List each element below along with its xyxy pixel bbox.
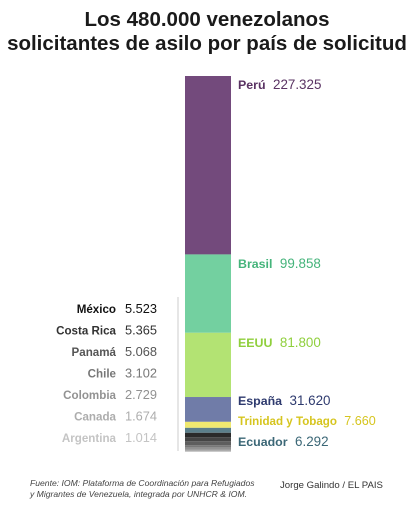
segment-label-4: Trinidad y Tobago 7.660 (238, 414, 376, 428)
segment-value-4: 7.660 (344, 414, 376, 428)
segment-name-0: Perú (238, 78, 269, 92)
segment-name-5: Ecuador (238, 435, 291, 449)
bar-segment-9 (185, 445, 231, 448)
bar-segment-6 (185, 432, 231, 438)
bar-segment-8 (185, 441, 231, 446)
chart-title: Los 480.000 venezolanos solicitantes de … (0, 8, 414, 56)
chart-title-line-2: solicitantes de asilo por país de solici… (7, 32, 407, 55)
segment-name-3: España (238, 394, 286, 408)
segment-label-2: EEUU 81.800 (238, 335, 321, 350)
segment-value-8: 5.068 (125, 344, 157, 359)
bar-segment-3 (185, 397, 231, 422)
segment-value-7: 5.365 (125, 323, 157, 338)
segment-name-11: Canada (74, 411, 116, 424)
segment-value-6: 5.523 (125, 301, 157, 316)
segment-value-10: 2.729 (125, 387, 157, 402)
segment-label-3: España 31.620 (238, 393, 331, 408)
segment-name-2: EEUU (238, 336, 276, 350)
segment-name-6: México (77, 303, 116, 316)
author-credit: Jorge Galindo / EL PAIS (280, 480, 383, 491)
bar-segment-2 (185, 332, 231, 398)
segment-value-0: 227.325 (273, 77, 321, 92)
bar-segment-12 (185, 451, 231, 452)
segment-name-7: Costa Rica (56, 325, 116, 338)
chart-title-line-1: Los 480.000 venezolanos (84, 8, 330, 31)
bar-segment-10 (185, 447, 231, 450)
segment-name-10: Colombia (63, 389, 116, 402)
segment-name-9: Chile (88, 368, 117, 381)
bar-segment-5 (185, 427, 231, 433)
segment-value-12: 1.014 (125, 430, 157, 445)
segment-value-5: 6.292 (295, 434, 329, 449)
segment-value-9: 3.102 (125, 366, 157, 381)
bar-segment-7 (185, 437, 231, 442)
segment-name-4: Trinidad y Tobago (238, 415, 340, 428)
segment-label-0: Perú 227.325 (238, 77, 321, 92)
segment-name-1: Brasil (238, 257, 276, 271)
bar-segment-0 (185, 76, 231, 255)
bar-segment-1 (185, 254, 231, 333)
source-note: Fuente: IOM: Plataforma de Coordinación … (30, 478, 255, 499)
segment-value-1: 99.858 (280, 256, 321, 271)
segment-name-8: Panamá (72, 346, 117, 359)
bar-segment-11 (185, 449, 231, 452)
segment-name-12: Argentina (62, 432, 117, 445)
segment-label-5: Ecuador 6.292 (238, 434, 329, 449)
segment-label-1: Brasil 99.858 (238, 256, 321, 271)
segment-value-11: 1.674 (125, 409, 157, 424)
bar-segment-4 (185, 421, 231, 428)
segment-value-3: 31.620 (290, 393, 331, 408)
segment-value-2: 81.800 (280, 335, 321, 350)
